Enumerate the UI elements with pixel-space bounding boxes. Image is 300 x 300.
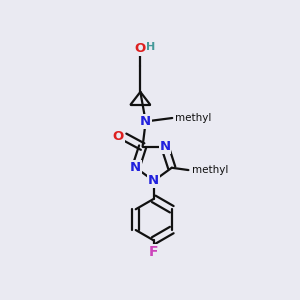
Text: N: N (159, 140, 170, 153)
Text: methyl: methyl (176, 113, 212, 123)
Text: O: O (135, 42, 146, 55)
Text: H: H (146, 42, 156, 52)
Text: F: F (149, 245, 158, 259)
Text: methyl: methyl (192, 165, 228, 175)
Text: N: N (130, 161, 141, 174)
Text: O: O (112, 130, 124, 143)
Text: N: N (140, 115, 151, 128)
Text: N: N (148, 174, 159, 187)
